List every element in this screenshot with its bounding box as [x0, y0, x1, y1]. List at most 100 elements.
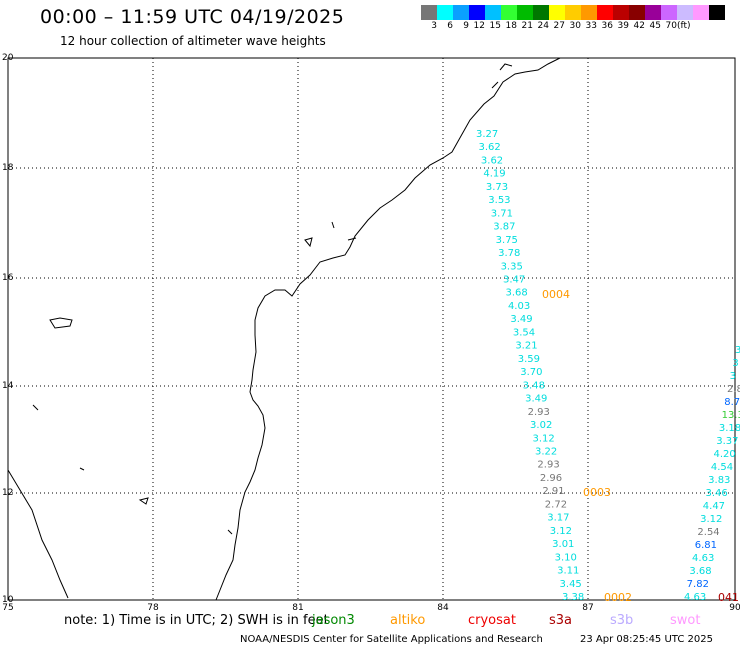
legend-swatch [501, 5, 517, 20]
wave-height-value: 2.91 [542, 486, 564, 497]
lon-tick-label: 75 [2, 603, 14, 613]
lat-tick-label: 20 [2, 53, 14, 63]
legend-labels: 3 6 9 12 15 18 21 24 27 30 33 36 39 42 45 70 (ft) [421, 21, 725, 31]
legend-label: 18 [505, 21, 517, 31]
legend-label: 15 [489, 21, 501, 31]
wave-height-value: 3.17 [547, 513, 569, 524]
footer-note: note: 1) Time is in UTC; 2) SWH is in fe… [64, 613, 329, 628]
legend-swatch [517, 5, 533, 20]
timestamp-text: 23 Apr 08:25:45 UTC 2025 [580, 634, 713, 645]
legend-swatch [629, 5, 645, 20]
wave-height-value: 3.46 [705, 488, 727, 499]
lat-lon-grid [8, 58, 735, 600]
wave-height-value: 3.49 [525, 394, 547, 405]
wave-height-value: 3.70 [520, 367, 542, 378]
legend-swatch [613, 5, 629, 20]
legend-swatch [437, 5, 453, 20]
wave-height-value: 3.59 [518, 354, 540, 365]
lat-tick-label: 18 [2, 163, 14, 173]
legend-swatch [709, 5, 725, 20]
wave-height-value: 4.47 [703, 501, 725, 512]
wave-height-value: 3.75 [496, 235, 518, 246]
india-east-coast [215, 57, 561, 601]
wave-height-value: 3.62 [478, 142, 500, 153]
lat-tick-label: 16 [2, 273, 14, 283]
wave-height-value: 3.49 [510, 314, 532, 325]
wave-height-value: 3.27 [476, 129, 498, 140]
wave-height-value: 3.71 [491, 208, 513, 219]
legend-swatch [469, 5, 485, 20]
wave-height-value: 3.54 [513, 327, 535, 338]
legend-label: 45 [649, 21, 661, 31]
wave-height-value: 3.10 [555, 552, 577, 563]
wave-height-value: 4.20 [714, 449, 736, 460]
wave-height-value: 3.35 [501, 261, 523, 272]
map-frame [7, 57, 736, 601]
satellite-legend-item: cryosat [468, 613, 516, 628]
wave-height-value: 3.47 [503, 275, 525, 286]
wave-height-value: 3.68 [689, 566, 711, 577]
legend-label: 33 [585, 21, 597, 31]
wave-height-value: 3.18 [719, 423, 740, 434]
legend-label: 30 [569, 21, 581, 31]
legend-label: 36 [601, 21, 613, 31]
map-title: 00:00 – 11:59 UTC 04/19/2025 [40, 6, 345, 28]
myanmar-coast-stub [491, 63, 513, 89]
cycle-labels: 0004 0003 0002 041 [542, 288, 739, 604]
legend-label: 9 [463, 21, 469, 31]
island-5 [32, 404, 233, 535]
lon-tick-label: 78 [147, 603, 159, 613]
wave-height-value: 7.82 [687, 579, 709, 590]
wave-height-value: 3.12 [550, 526, 572, 537]
legend-swatch [645, 5, 661, 20]
satellite-legend-item: s3b [610, 613, 634, 628]
legend-swatch [533, 5, 549, 20]
cycle-label: 0004 [542, 288, 570, 301]
legend-label: 6 [447, 21, 453, 31]
wave-height-value: 2.93 [528, 407, 550, 418]
wave-height-value: 3.01 [552, 539, 574, 550]
wave-height-value: 3.73 [486, 182, 508, 193]
legend-swatch [581, 5, 597, 20]
cycle-label: 0002 [604, 591, 632, 604]
lat-tick-label: 12 [2, 488, 14, 498]
wave-height-value: 4.63 [692, 553, 714, 564]
legend-swatch [485, 5, 501, 20]
legend-swatch [565, 5, 581, 20]
lon-tick-label: 90 [729, 603, 740, 613]
wave-height-value: 3 [735, 345, 740, 356]
satellite-legend-item: altiko [390, 613, 426, 628]
legend-swatch [549, 5, 565, 20]
legend-swatch [453, 5, 469, 20]
lon-tick-label: 84 [437, 603, 449, 613]
island-1 [49, 317, 73, 329]
wave-height-value: 3.12 [533, 433, 555, 444]
wave-height-value: 3 [730, 371, 736, 382]
swot-track: 3 3 3 2.8 8.7 13.3 3.18 3.37 4.20 4.54 3.83 3.46 4.4… [684, 345, 740, 603]
wave-height-value: 3.62 [481, 155, 503, 166]
legend-label: 21 [521, 21, 533, 31]
jason3-track: 3.27 3.62 3.62 4.19 3.73 3.53 3.71 3.87 3.75 3.78… [476, 129, 584, 603]
wave-height-value: 4.63 [684, 592, 706, 603]
color-legend: 3 6 9 12 15 18 21 24 27 30 33 36 39 42 45 70 (ft) [421, 5, 725, 31]
legend-label: 70 [665, 21, 677, 31]
wave-height-value: 4.19 [483, 169, 505, 180]
island-2 [304, 237, 313, 248]
wave-height-value: 4.03 [508, 301, 530, 312]
wave-height-value: 3.02 [530, 420, 552, 431]
wave-height-value: 3.78 [498, 248, 520, 259]
legend-label: 24 [537, 21, 549, 31]
legend-label: 39 [617, 21, 629, 31]
wave-height-value: 2.72 [545, 499, 567, 510]
wave-height-value: 6.81 [695, 540, 717, 551]
legend-label: 42 [633, 21, 645, 31]
wave-height-value: 2.93 [537, 460, 559, 471]
legend-swatches [421, 5, 725, 20]
wave-height-value: 2.96 [540, 473, 562, 484]
wave-height-value: 3.53 [488, 195, 510, 206]
lat-tick-label: 14 [2, 381, 14, 391]
lon-tick-label: 87 [582, 603, 594, 613]
map-subtitle: 12 hour collection of altimeter wave hei… [60, 34, 326, 48]
wave-height-value: 13.3 [722, 410, 740, 421]
lat-tick-label: 10 [2, 595, 14, 605]
